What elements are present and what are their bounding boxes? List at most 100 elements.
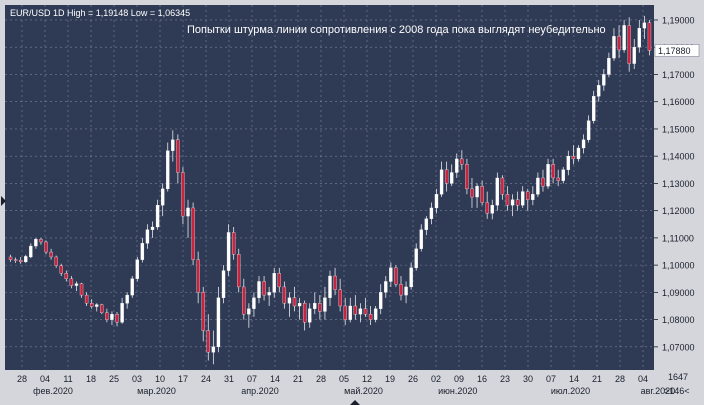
- candle-down[interactable]: [556, 177, 560, 181]
- candle-up[interactable]: [566, 156, 571, 170]
- candle-down[interactable]: [292, 297, 297, 307]
- candle-up[interactable]: [612, 36, 616, 59]
- candle-up[interactable]: [409, 267, 413, 288]
- candle-down[interactable]: [196, 259, 200, 293]
- candle-down[interactable]: [105, 312, 109, 320]
- candle-up[interactable]: [155, 205, 160, 228]
- candle-down[interactable]: [399, 284, 403, 296]
- candle-down[interactable]: [302, 303, 307, 323]
- candle-down[interactable]: [505, 194, 510, 206]
- candle-down[interactable]: [394, 267, 398, 285]
- candle-up[interactable]: [592, 96, 596, 121]
- candle-up[interactable]: [140, 243, 145, 260]
- candle-down[interactable]: [206, 330, 210, 353]
- candle-up[interactable]: [287, 297, 292, 304]
- candle-down[interactable]: [526, 191, 530, 200]
- candle-up[interactable]: [216, 297, 221, 347]
- candle-up[interactable]: [34, 239, 38, 247]
- candle-down[interactable]: [368, 314, 373, 320]
- candle-down[interactable]: [8, 256, 13, 260]
- candle-down[interactable]: [470, 188, 474, 198]
- candle-up[interactable]: [419, 229, 423, 249]
- candle-up[interactable]: [348, 305, 352, 320]
- candle-down[interactable]: [181, 172, 185, 217]
- candle-down[interactable]: [515, 199, 520, 206]
- candle-up[interactable]: [29, 245, 33, 258]
- candle-down[interactable]: [262, 281, 266, 296]
- candle-up[interactable]: [226, 232, 231, 271]
- candle-down[interactable]: [571, 156, 576, 160]
- candle-down[interactable]: [69, 278, 74, 286]
- candle-down[interactable]: [84, 294, 89, 304]
- candle-down[interactable]: [460, 158, 464, 165]
- candle-down[interactable]: [541, 177, 545, 187]
- candle-up[interactable]: [434, 194, 439, 209]
- candle-up[interactable]: [607, 57, 611, 75]
- candle-down[interactable]: [444, 169, 449, 184]
- candle-down[interactable]: [100, 304, 104, 313]
- candle-down[interactable]: [551, 164, 555, 179]
- candle-down[interactable]: [64, 273, 68, 279]
- candle-up[interactable]: [74, 283, 79, 286]
- candle-up[interactable]: [642, 22, 647, 29]
- candle-down[interactable]: [277, 273, 281, 288]
- candle-up[interactable]: [510, 199, 515, 206]
- candle-up[interactable]: [358, 308, 363, 315]
- candle-up[interactable]: [536, 177, 540, 195]
- candle-up[interactable]: [120, 303, 124, 323]
- candle-down[interactable]: [79, 283, 84, 296]
- candle-down[interactable]: [191, 207, 195, 260]
- candle-down[interactable]: [617, 36, 621, 51]
- candle-up[interactable]: [186, 207, 190, 217]
- candle-up[interactable]: [125, 294, 129, 304]
- candle-down[interactable]: [13, 259, 18, 261]
- candle-up[interactable]: [424, 218, 429, 230]
- candle-up[interactable]: [455, 158, 459, 173]
- candle-down[interactable]: [54, 256, 58, 266]
- candle-down[interactable]: [242, 286, 246, 315]
- candle-up[interactable]: [211, 346, 216, 353]
- candle-up[interactable]: [637, 28, 641, 48]
- candle-down[interactable]: [500, 177, 505, 195]
- candle-up[interactable]: [561, 169, 565, 181]
- candle-down[interactable]: [231, 232, 236, 255]
- candle-up[interactable]: [130, 278, 134, 296]
- candle-down[interactable]: [237, 254, 241, 288]
- candle-down[interactable]: [647, 22, 652, 51]
- candle-up[interactable]: [221, 270, 226, 298]
- candle-up[interactable]: [135, 259, 139, 279]
- candle-up[interactable]: [373, 308, 378, 320]
- candle-up[interactable]: [622, 25, 626, 51]
- left-scroll-arrow-icon[interactable]: [1, 196, 6, 206]
- candle-down[interactable]: [318, 303, 322, 312]
- candle-up[interactable]: [323, 297, 327, 312]
- candle-down[interactable]: [49, 251, 53, 258]
- candle-down[interactable]: [353, 305, 358, 315]
- candle-down[interactable]: [485, 202, 489, 214]
- candle-up[interactable]: [272, 273, 276, 293]
- candle-down[interactable]: [39, 239, 43, 243]
- candle-up[interactable]: [546, 164, 550, 187]
- candle-up[interactable]: [632, 47, 636, 64]
- candle-up[interactable]: [495, 177, 500, 206]
- candle-up[interactable]: [252, 297, 256, 309]
- candle-down[interactable]: [480, 185, 484, 203]
- candle-up[interactable]: [379, 292, 383, 309]
- candle-up[interactable]: [267, 292, 271, 296]
- candle-up[interactable]: [586, 120, 591, 140]
- candle-down[interactable]: [89, 303, 94, 307]
- candle-down[interactable]: [59, 265, 63, 274]
- candle-up[interactable]: [576, 147, 581, 160]
- candle-up[interactable]: [475, 185, 479, 198]
- candle-up[interactable]: [521, 191, 525, 206]
- candle-down[interactable]: [333, 275, 337, 290]
- candle-down[interactable]: [282, 286, 287, 304]
- bottom-scroll-arrow-icon[interactable]: [350, 400, 360, 405]
- candle-up[interactable]: [597, 85, 601, 97]
- candle-up[interactable]: [328, 275, 332, 298]
- candle-up[interactable]: [145, 229, 150, 244]
- candle-up[interactable]: [490, 205, 494, 214]
- candle-up[interactable]: [313, 303, 317, 309]
- candle-up[interactable]: [429, 207, 434, 219]
